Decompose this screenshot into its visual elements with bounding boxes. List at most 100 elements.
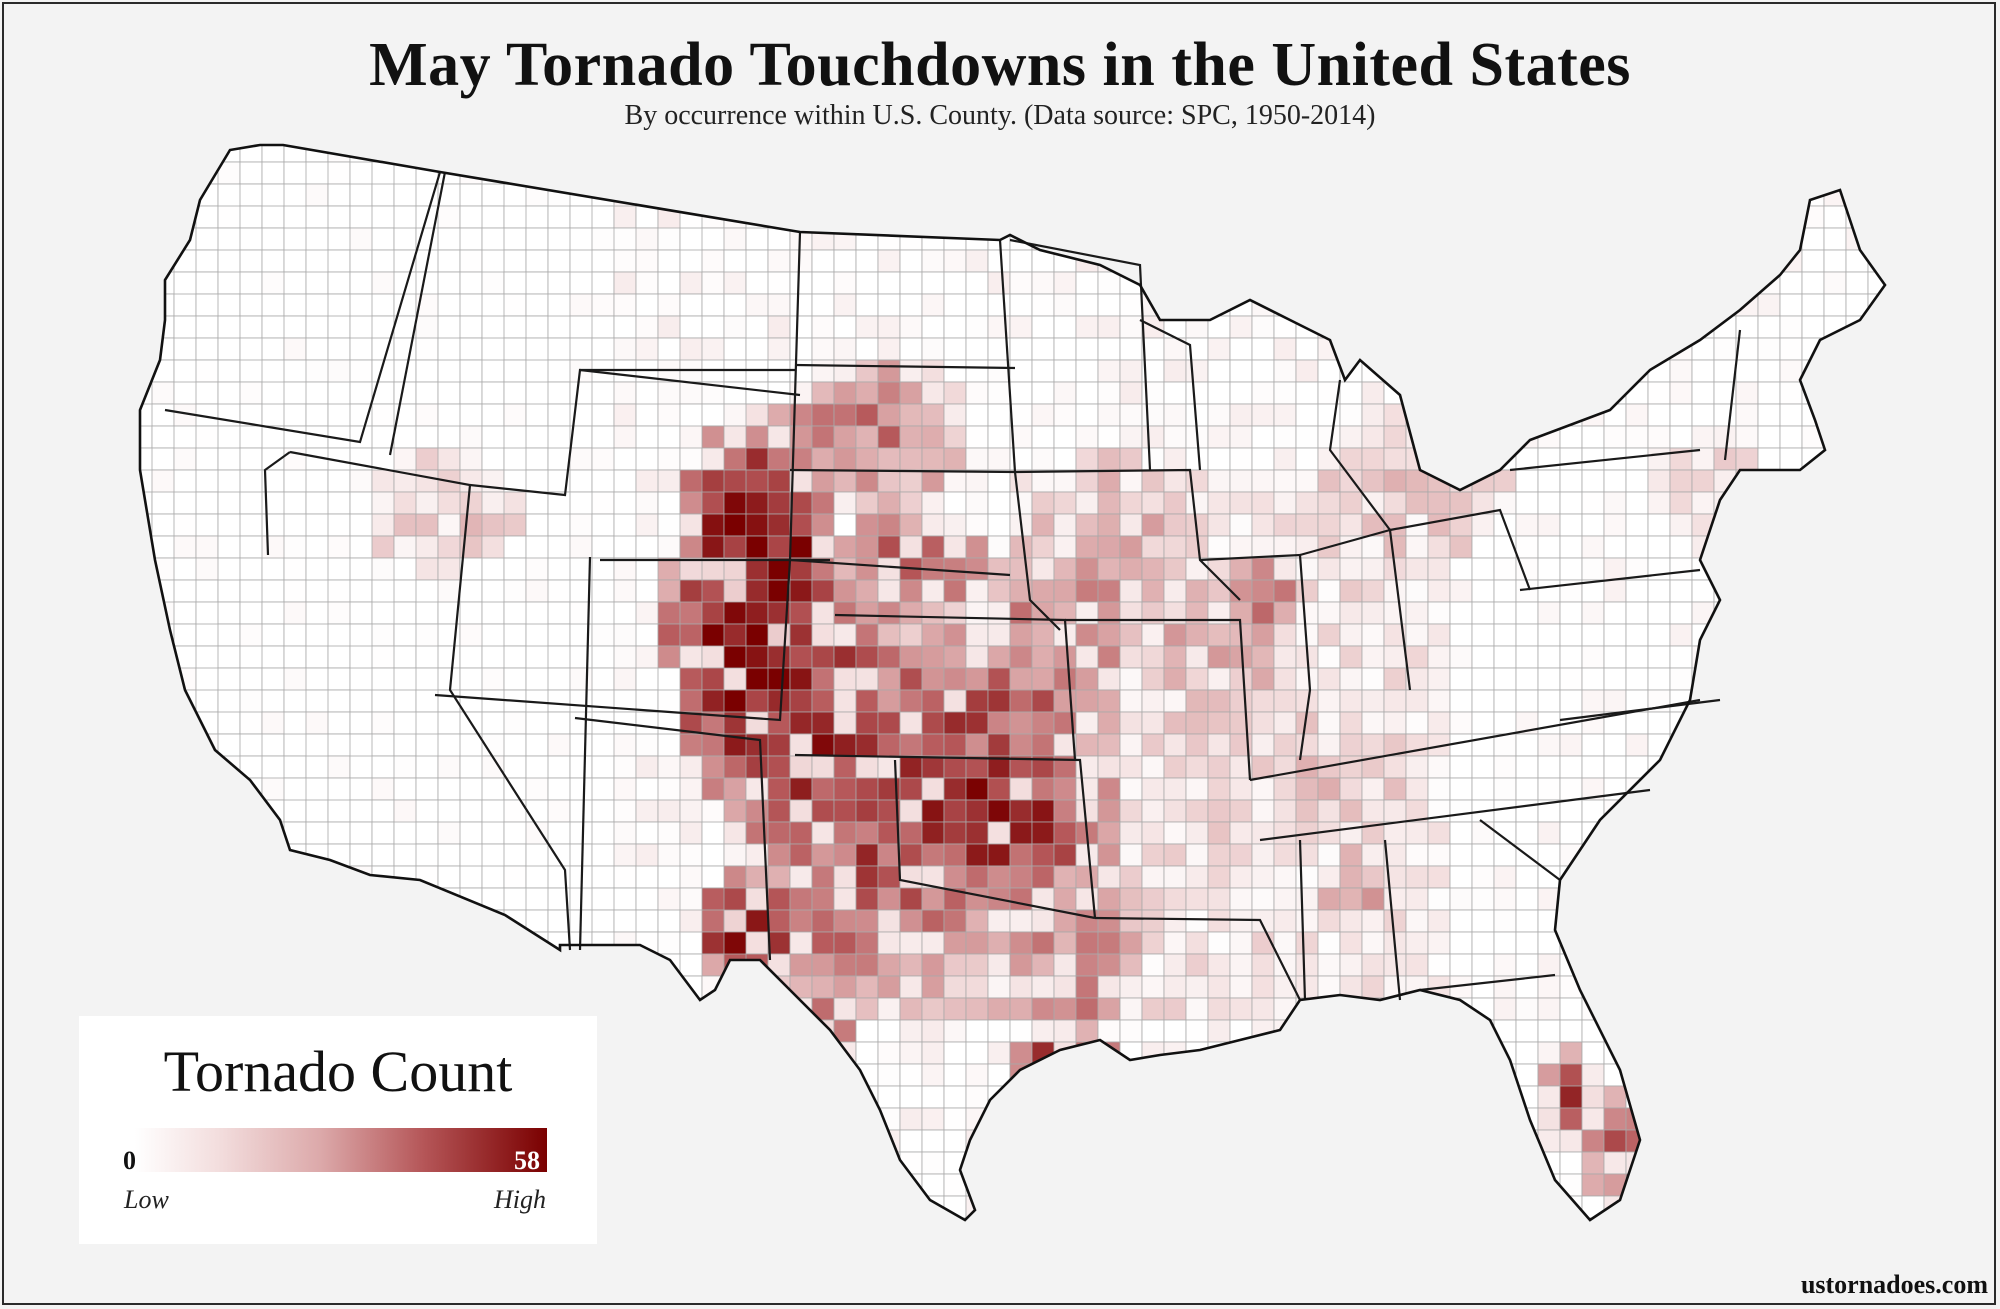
county-cell	[1603, 887, 1627, 911]
county-cell	[327, 645, 351, 669]
county-cell	[1625, 1041, 1649, 1065]
county-cell	[1097, 491, 1121, 515]
county-cell	[1471, 293, 1495, 317]
county-cell	[1405, 1173, 1429, 1197]
county-cell	[1779, 161, 1803, 185]
county-cell	[1119, 205, 1143, 229]
county-cell	[1735, 513, 1759, 537]
county-cell	[921, 645, 945, 669]
county-cell	[1823, 1085, 1847, 1109]
county-cell	[1207, 249, 1231, 273]
county-cell	[195, 953, 219, 977]
county-cell	[1229, 337, 1253, 361]
county-cell	[1801, 227, 1825, 251]
county-cell	[1603, 469, 1627, 493]
county-cell	[833, 667, 857, 691]
county-cell	[1119, 447, 1143, 471]
county-cell	[1581, 337, 1605, 361]
county-cell	[723, 161, 747, 185]
county-cell	[1273, 315, 1297, 339]
county-cell	[679, 645, 703, 669]
county-cell	[1515, 667, 1539, 691]
county-cell	[459, 799, 483, 823]
county-cell	[1009, 227, 1033, 251]
county-cell	[1801, 689, 1825, 713]
county-cell	[811, 1195, 835, 1219]
county-cell	[833, 711, 857, 735]
county-cell	[921, 667, 945, 691]
county-cell	[657, 271, 681, 295]
county-cell	[1823, 909, 1847, 933]
county-cell	[1603, 145, 1627, 163]
county-cell	[1603, 403, 1627, 427]
county-cell	[1427, 1173, 1451, 1197]
county-cell	[1427, 579, 1451, 603]
county-cell	[1471, 645, 1495, 669]
county-cell	[1229, 1063, 1253, 1087]
county-cell	[327, 689, 351, 713]
county-cell	[635, 1217, 681, 1220]
county-cell	[591, 1217, 637, 1220]
county-cell	[1515, 953, 1539, 977]
county-cell	[261, 689, 285, 713]
county-cell	[767, 403, 791, 427]
county-cell	[1427, 381, 1451, 405]
county-cell	[437, 271, 461, 295]
county-cell	[1471, 755, 1495, 779]
county-cell	[723, 1063, 747, 1087]
county-cell	[1713, 711, 1737, 735]
county-cell	[1053, 1217, 1077, 1220]
county-cell	[547, 975, 593, 1021]
county-cell	[1075, 145, 1099, 163]
county-cell	[1625, 205, 1649, 229]
county-cell	[437, 645, 461, 669]
county-cell	[1273, 843, 1297, 867]
county-cell	[1691, 227, 1715, 251]
county-cell	[1647, 667, 1671, 691]
county-cell	[1097, 711, 1121, 735]
county-cell	[1251, 799, 1275, 823]
county-cell	[1427, 1217, 1451, 1220]
county-cell	[1339, 145, 1363, 163]
county-cell	[1779, 1085, 1803, 1109]
county-cell	[327, 161, 351, 185]
county-cell	[1207, 447, 1231, 471]
county-cell	[745, 447, 769, 471]
county-cell	[1273, 337, 1297, 361]
county-cell	[943, 205, 967, 229]
county-cell	[1449, 1019, 1473, 1043]
county-cell	[1207, 689, 1231, 713]
county-cell	[1141, 205, 1165, 229]
county-cell	[833, 1107, 857, 1131]
county-cell	[1647, 777, 1671, 801]
county-cell	[1317, 865, 1341, 889]
county-cell	[1735, 161, 1759, 185]
county-cell	[921, 931, 945, 955]
county-cell	[1361, 447, 1385, 471]
county-cell	[1581, 601, 1605, 625]
county-cell	[173, 975, 197, 999]
county-cell	[1845, 953, 1869, 977]
county-cell	[965, 315, 989, 339]
county-cell	[1427, 1195, 1451, 1219]
county-cell	[547, 161, 571, 185]
county-cell	[1317, 689, 1341, 713]
county-cell	[1823, 271, 1847, 295]
county-cell	[1801, 733, 1825, 757]
county-cell	[1713, 931, 1737, 955]
county-cell	[1273, 1151, 1297, 1175]
county-cell	[459, 975, 505, 1021]
county-cell	[1075, 645, 1099, 669]
county-cell	[1581, 359, 1605, 383]
county-cell	[1141, 931, 1165, 955]
county-cell	[811, 1041, 835, 1065]
county-cell	[547, 953, 593, 999]
county-cell	[987, 205, 1011, 229]
county-cell	[1207, 359, 1231, 383]
county-cell	[1515, 249, 1539, 273]
county-cell	[1625, 183, 1649, 207]
county-cell	[195, 535, 219, 559]
county-cell	[987, 645, 1011, 669]
county-cell	[1229, 975, 1253, 999]
county-cell	[987, 1041, 1011, 1065]
